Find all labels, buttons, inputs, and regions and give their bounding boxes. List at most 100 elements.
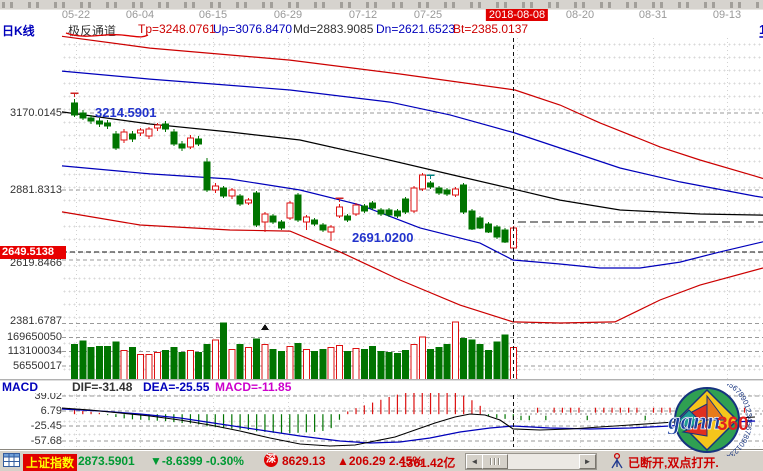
candle-body	[79, 112, 87, 119]
candlesticks	[70, 92, 517, 251]
candle-body	[104, 122, 112, 127]
volume-bar	[410, 343, 418, 381]
logo-text-360: 360	[717, 414, 749, 435]
candle-body	[236, 195, 244, 205]
volume-bar	[418, 336, 426, 381]
volume-bars	[71, 321, 517, 381]
volume-bar	[501, 334, 509, 381]
channel-line-up	[61, 70, 763, 198]
candle-body	[278, 221, 285, 229]
volume-bar	[178, 352, 186, 381]
toolbar-clipped[interactable]	[0, 0, 763, 10]
price-axis-label: 2881.8313	[10, 184, 62, 196]
volume-bar	[128, 346, 136, 381]
volume-bar	[228, 349, 236, 381]
candle-body	[269, 215, 277, 223]
volume-bar	[451, 321, 459, 381]
volume-bar	[327, 346, 335, 381]
candle-body	[485, 223, 492, 233]
scroll-thumb[interactable]	[482, 454, 508, 469]
candle-body	[145, 128, 153, 137]
indicator-tp: Tp=3248.0761	[138, 22, 216, 36]
candle-body	[186, 137, 194, 148]
candle-body	[137, 129, 145, 134]
gridlines	[62, 38, 763, 447]
volume-axis-label: 113100034	[7, 345, 62, 357]
volume-bar	[261, 343, 269, 381]
date-tick: 06-04	[125, 9, 155, 21]
candle-body	[128, 133, 136, 140]
indicator-md: Md=2883.9085	[293, 22, 374, 36]
candle-body	[153, 124, 161, 129]
volume-bar	[443, 343, 451, 381]
candle-body	[178, 143, 186, 149]
volume-bar	[87, 346, 95, 381]
volume-bar	[112, 341, 120, 381]
volume-bar	[244, 346, 252, 381]
pane-divider	[0, 379, 763, 381]
channel-line-md	[61, 111, 763, 216]
candle-body	[203, 161, 211, 191]
candle-body	[435, 187, 443, 194]
t-marker	[70, 92, 79, 98]
logo-text-gann: gann	[667, 408, 721, 435]
t-marker	[426, 174, 435, 180]
price-annotation: 2691.0200	[352, 230, 413, 245]
volume-bar	[377, 351, 385, 381]
volume-bar	[302, 349, 310, 381]
date-tick: 08-31	[638, 9, 668, 21]
date-tick: 06-15	[198, 9, 228, 21]
macd-dif-value: DIF=-31.48	[72, 380, 133, 394]
shenzhen-badge[interactable]: 深	[264, 453, 278, 467]
volume-bar	[344, 351, 352, 381]
candle-body	[211, 185, 219, 191]
stock-code: 1A0001	[759, 22, 763, 37]
candle-body	[95, 120, 103, 125]
volume-bar	[385, 352, 393, 381]
price-annotation: 3214.5901	[95, 105, 156, 120]
macd-dif-line	[61, 407, 756, 447]
candle-body	[476, 217, 484, 229]
volume-bar	[402, 350, 410, 381]
volume-bar	[153, 352, 161, 381]
candle-body	[460, 184, 468, 213]
price-axis-label: 2619.8466	[10, 257, 62, 269]
horizontal-scrollbar[interactable]: ◄ ►	[465, 453, 597, 470]
candle-body	[385, 209, 393, 216]
indicator-underline-mark	[65, 32, 149, 38]
candle-body	[451, 188, 459, 196]
volume-bar	[352, 348, 360, 381]
date-tick: 05-22	[61, 9, 91, 21]
macd-dea-line	[61, 408, 756, 444]
shenzhen-change: ▲206.29 2.45%	[337, 454, 423, 468]
macd-axis-label: 6.79	[40, 405, 62, 417]
volume-bar	[170, 346, 178, 381]
gann360-logo: gann 360 2345678901234567890123456789	[667, 384, 754, 456]
toolbar-icons-clipped	[2, 2, 761, 8]
index-badge[interactable]: 上证指数	[23, 454, 78, 471]
candle-body	[319, 224, 327, 231]
volume-bar	[278, 351, 285, 381]
macd-title[interactable]: MACD	[2, 380, 38, 394]
volume-axis-label: 56550017	[13, 360, 62, 372]
volume-bar	[253, 338, 261, 381]
indicator-bt: Bt=2385.0137	[453, 22, 529, 36]
candle-body	[360, 205, 368, 212]
date-tick: 09-13	[712, 9, 742, 21]
candle-body	[112, 133, 120, 149]
stock-name: 上证指数	[759, 22, 763, 41]
volume-bar	[79, 340, 87, 381]
macd-axis-label: 39.02	[34, 390, 62, 402]
volume-bar	[71, 343, 78, 381]
quote-table-icon[interactable]	[3, 453, 20, 470]
candle-body	[261, 213, 269, 223]
macd-pane	[61, 387, 756, 447]
volume-bar	[220, 322, 228, 381]
date-axis: 05-22 06-04 06-15 06-29 07-12 07-25 2018-08-08…	[0, 9, 763, 22]
scroll-left-button[interactable]: ◄	[466, 454, 483, 469]
channel-line-dn	[61, 165, 763, 269]
indicator-up: Up=3076.8470	[213, 22, 293, 36]
candle-body	[311, 219, 319, 225]
scroll-right-button[interactable]: ►	[579, 454, 596, 469]
